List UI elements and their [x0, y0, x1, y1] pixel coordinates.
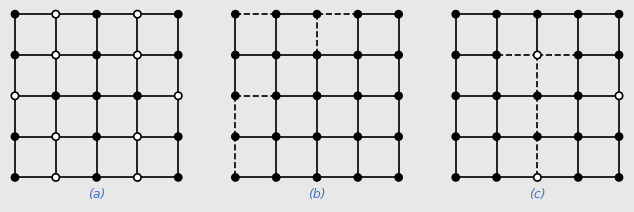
Circle shape [574, 174, 582, 181]
Circle shape [174, 174, 182, 181]
Circle shape [273, 133, 280, 140]
Circle shape [174, 51, 182, 59]
Circle shape [93, 92, 100, 99]
Circle shape [534, 51, 541, 59]
Circle shape [452, 174, 460, 181]
Circle shape [174, 11, 182, 18]
Circle shape [395, 174, 403, 181]
Circle shape [174, 92, 182, 99]
Circle shape [493, 51, 500, 59]
Circle shape [493, 174, 500, 181]
Circle shape [52, 51, 60, 59]
Circle shape [231, 51, 239, 59]
Circle shape [493, 11, 500, 18]
Circle shape [313, 174, 321, 181]
Circle shape [534, 92, 541, 99]
Circle shape [273, 174, 280, 181]
Circle shape [452, 133, 460, 140]
Circle shape [395, 92, 403, 99]
Circle shape [52, 11, 60, 18]
Circle shape [11, 174, 18, 181]
Circle shape [395, 133, 403, 140]
Circle shape [313, 133, 321, 140]
Circle shape [231, 11, 239, 18]
Circle shape [313, 51, 321, 59]
Circle shape [134, 174, 141, 181]
Circle shape [93, 133, 100, 140]
Circle shape [231, 174, 239, 181]
Circle shape [52, 174, 60, 181]
Circle shape [574, 51, 582, 59]
Circle shape [616, 133, 623, 140]
Circle shape [616, 11, 623, 18]
Circle shape [534, 133, 541, 140]
Circle shape [354, 92, 361, 99]
Circle shape [452, 51, 460, 59]
Circle shape [11, 133, 18, 140]
Circle shape [11, 92, 18, 99]
Circle shape [11, 51, 18, 59]
Circle shape [534, 174, 541, 181]
Circle shape [93, 11, 100, 18]
Circle shape [52, 92, 60, 99]
Circle shape [134, 92, 141, 99]
Circle shape [354, 51, 361, 59]
Circle shape [354, 174, 361, 181]
Circle shape [395, 11, 403, 18]
Circle shape [52, 133, 60, 140]
Circle shape [11, 11, 18, 18]
Text: (c): (c) [529, 188, 546, 201]
Circle shape [616, 174, 623, 181]
Circle shape [493, 133, 500, 140]
Circle shape [134, 133, 141, 140]
Circle shape [313, 92, 321, 99]
Circle shape [134, 11, 141, 18]
Text: (a): (a) [88, 188, 105, 201]
Circle shape [174, 133, 182, 140]
Circle shape [493, 92, 500, 99]
Circle shape [231, 133, 239, 140]
Circle shape [574, 92, 582, 99]
Circle shape [273, 11, 280, 18]
Circle shape [273, 51, 280, 59]
Circle shape [134, 51, 141, 59]
Circle shape [452, 92, 460, 99]
Circle shape [313, 11, 321, 18]
Circle shape [395, 51, 403, 59]
Circle shape [616, 51, 623, 59]
Circle shape [93, 51, 100, 59]
Circle shape [574, 133, 582, 140]
Circle shape [574, 11, 582, 18]
Circle shape [273, 92, 280, 99]
Circle shape [534, 11, 541, 18]
Circle shape [354, 11, 361, 18]
Text: (b): (b) [308, 188, 326, 201]
Circle shape [354, 133, 361, 140]
Circle shape [452, 11, 460, 18]
Circle shape [93, 174, 100, 181]
Circle shape [231, 92, 239, 99]
Circle shape [616, 92, 623, 99]
